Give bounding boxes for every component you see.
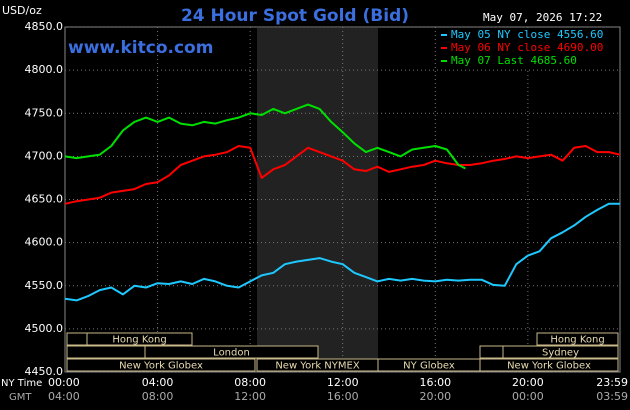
session-label: NY Globex	[403, 361, 455, 372]
y-axis-label: USD/oz	[2, 4, 42, 17]
x-tick-label: 12:00	[327, 376, 359, 389]
x-tick-label: 23:59	[596, 376, 628, 389]
session-box	[66, 332, 88, 346]
x-row-label: NY Time	[1, 378, 42, 389]
session-box	[66, 345, 146, 359]
y-tick-label: 4450.0	[25, 365, 64, 378]
session-label: Hong Kong	[550, 335, 604, 346]
chart-title: 24 Hour Spot Gold (Bid)	[181, 6, 409, 26]
grid	[65, 26, 620, 373]
session-box	[479, 358, 619, 372]
x-tick-label: 08:00	[234, 376, 266, 389]
session-label: New York NYMEX	[275, 361, 360, 372]
x2-row-label: GMT	[9, 392, 32, 403]
y-tick-label: 4750.0	[25, 106, 64, 119]
session-label: London	[213, 348, 250, 359]
series-line	[64, 202, 620, 302]
x-tick-label: 00:00	[48, 376, 80, 389]
x2-tick-label: 08:00	[142, 390, 174, 403]
x-tick-label: 04:00	[142, 376, 174, 389]
legend-label: May 05 NY close 4556.60	[451, 28, 603, 41]
series-line	[64, 145, 621, 205]
y-tick-label: 4850.0	[25, 20, 64, 33]
session-box	[66, 358, 256, 372]
session-label: New York Globex	[119, 361, 203, 372]
y-tick-label: 4700.0	[25, 149, 64, 162]
legend-label: May 06 NY close 4690.00	[451, 41, 603, 54]
session-label: New York Globex	[507, 361, 591, 372]
x2-tick-label: 20:00	[419, 390, 451, 403]
x2-tick-label: 00:00	[512, 390, 544, 403]
session-box	[479, 345, 504, 359]
axes: 4450.0 4500.0 4550.0 4600.0 4650.0 4700.0 4750…	[25, 20, 629, 403]
session-box	[536, 332, 619, 346]
y-tick-label: 4800.0	[25, 63, 64, 76]
y-tick-label: 4600.0	[25, 236, 64, 249]
y-tick-label: 4500.0	[25, 322, 64, 335]
watermark: www.kitco.com	[68, 38, 213, 58]
session-label: Hong Kong	[112, 335, 166, 346]
x2-tick-label: 12:00	[234, 390, 266, 403]
x2-tick-label: 03:59	[596, 390, 628, 403]
x2-tick-label: 04:00	[48, 390, 80, 403]
series-lines	[64, 103, 621, 302]
x-tick-label: 20:00	[512, 376, 544, 389]
legend-label: May 07 Last 4685.60	[451, 54, 577, 67]
session-label: Sydney	[542, 348, 579, 359]
legend-box	[437, 28, 619, 68]
timestamp: May 07, 2026 17:22	[483, 11, 602, 24]
y-tick-label: 4650.0	[25, 193, 64, 206]
x-tick-label: 16:00	[419, 376, 451, 389]
x2-tick-label: 16:00	[327, 390, 359, 403]
sessions: Hong Kong Hong Kong London Sydney New York G…	[66, 332, 619, 372]
series-line	[64, 103, 466, 170]
y-tick-label: 4550.0	[25, 279, 64, 292]
